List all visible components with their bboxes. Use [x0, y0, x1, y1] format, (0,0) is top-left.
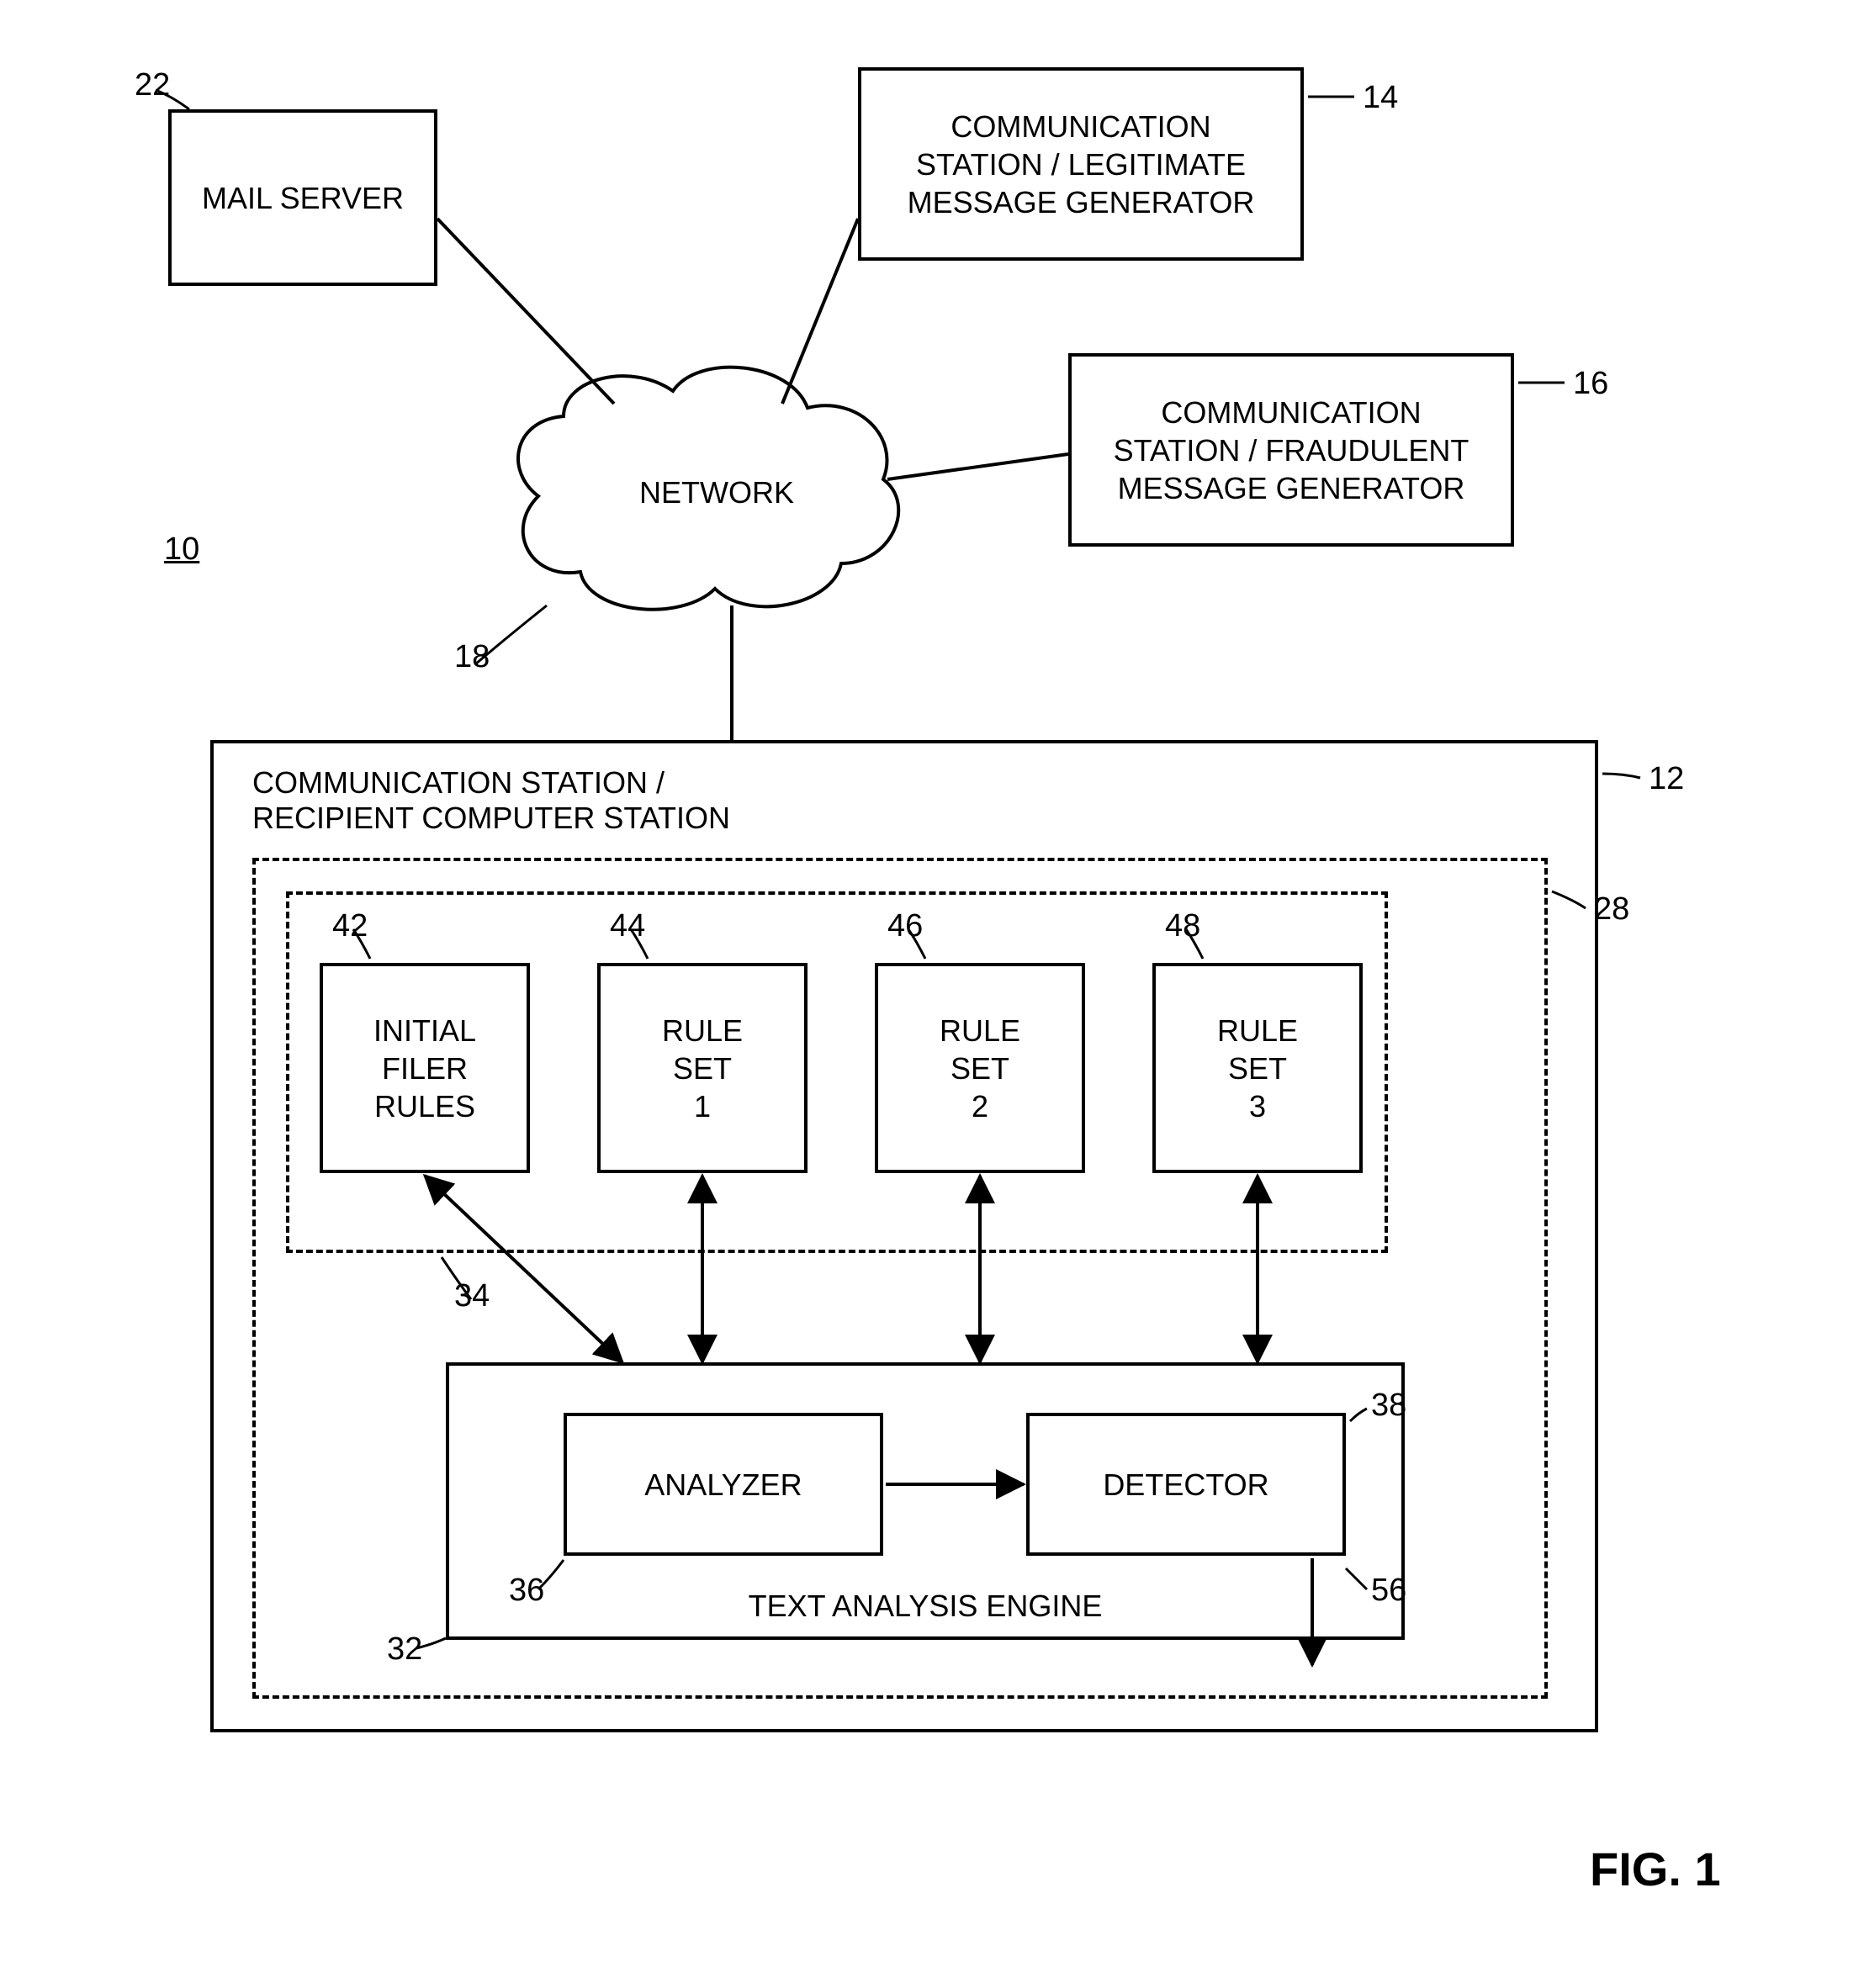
mail-server-ref: 22 [135, 67, 170, 103]
analyzer-box: ANALYZER [564, 1413, 883, 1556]
detector-ref: 38 [1371, 1388, 1406, 1424]
network-ref: 18 [454, 639, 490, 675]
initial-filter-label: INITIAL FILER RULES [373, 1012, 476, 1125]
network-label: NETWORK [639, 475, 794, 510]
rule2-label: RULE SET 2 [940, 1012, 1020, 1125]
diagram-canvas: MAIL SERVER 22 COMMUNICATION STATION / L… [0, 0, 1864, 1988]
rule1-label: RULE SET 1 [662, 1012, 743, 1125]
fraud-gen-ref: 16 [1573, 366, 1608, 402]
system-ref: 10 [164, 531, 199, 568]
rule3-ref: 48 [1165, 908, 1200, 944]
analyzer-label: ANALYZER [644, 1466, 802, 1504]
rule3-box: RULE SET 3 [1152, 963, 1363, 1173]
rule1-box: RULE SET 1 [597, 963, 808, 1173]
legit-gen-label: COMMUNICATION STATION / LEGITIMATE MESSA… [908, 108, 1255, 221]
fraud-gen-box: COMMUNICATION STATION / FRAUDULENT MESSA… [1068, 353, 1514, 547]
detector-box: DETECTOR [1026, 1413, 1346, 1556]
output-ref: 56 [1371, 1573, 1406, 1609]
fraud-gen-label: COMMUNICATION STATION / FRAUDULENT MESSA… [1114, 394, 1469, 507]
rule2-ref: 46 [887, 908, 923, 944]
detector-label: DETECTOR [1103, 1466, 1268, 1504]
rule1-ref: 44 [610, 908, 645, 944]
mail-server-label: MAIL SERVER [202, 179, 404, 217]
mail-server-box: MAIL SERVER [168, 109, 437, 286]
analyzer-ref: 36 [509, 1573, 544, 1609]
figure-label: FIG. 1 [1590, 1842, 1721, 1896]
initial-filter-box: INITIAL FILER RULES [320, 963, 530, 1173]
recipient-ref: 12 [1649, 761, 1684, 797]
initial-filter-ref: 42 [332, 908, 368, 944]
legit-gen-ref: 14 [1363, 80, 1398, 116]
engine-ref: 32 [387, 1631, 422, 1668]
rule3-label: RULE SET 3 [1217, 1012, 1298, 1125]
rule2-box: RULE SET 2 [875, 963, 1085, 1173]
inner-dashed-ref: 34 [454, 1278, 490, 1314]
engine-label: TEXT ANALYSIS ENGINE [749, 1587, 1103, 1625]
outer-dashed-ref: 28 [1594, 891, 1629, 928]
recipient-label: COMMUNICATION STATION / RECIPIENT COMPUT… [252, 765, 730, 836]
legit-gen-box: COMMUNICATION STATION / LEGITIMATE MESSA… [858, 67, 1304, 261]
